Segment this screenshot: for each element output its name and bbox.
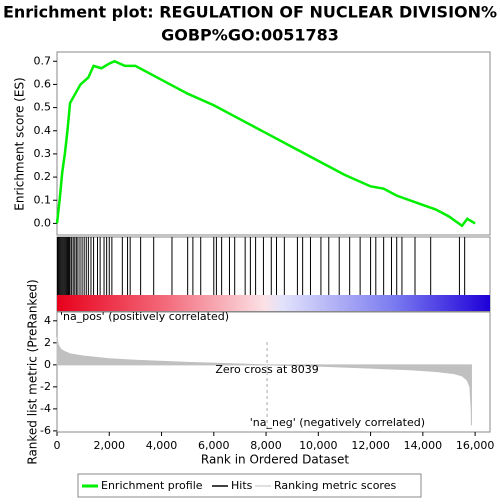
y-tick-label: 4 [44,314,51,327]
legend-label: Enrichment profile [101,479,203,492]
annotation: Zero cross at 8039 [215,363,318,376]
y-tick-label: -4 [40,402,51,415]
x-tick-label: 8,000 [250,439,282,452]
y-tick-label: 0.3 [34,147,52,160]
annotation: 'na_neg' (negatively correlated) [250,416,425,429]
x-tick-label: 16,000 [456,439,495,452]
y-tick-label: 2 [44,336,51,349]
y-tick-label: -2 [40,380,51,393]
x-tick-label: 6,000 [198,439,230,452]
title-line: GOBP%GO:0051783 [161,26,339,45]
legend-label: Ranking metric scores [274,479,396,492]
metric-area [56,337,472,426]
title-line: Enrichment plot: REGULATION OF NUCLEAR D… [3,3,497,22]
y-tick-label: -6 [40,424,51,437]
x-tick-label: 2,000 [94,439,126,452]
y-axis-label: Enrichment score (ES) [13,77,27,210]
legend-label: Hits [231,479,253,492]
x-tick-label: 4,000 [146,439,178,452]
metric-frame [56,311,491,433]
es-frame [56,51,491,236]
x-tick-label: 0 [54,439,61,452]
x-axis-label: Rank in Ordered Dataset [201,453,349,467]
x-tick-label: 14,000 [404,439,443,452]
y-tick-label: 0.6 [34,77,52,90]
y-tick-label: 0.2 [34,170,52,183]
y-tick-label: 0.0 [34,216,52,229]
annotation: 'na_pos' (positively correlated) [60,310,229,323]
x-tick-label: 10,000 [299,439,338,452]
y-tick-label: 0.5 [34,101,52,114]
enrichment-line [55,59,476,228]
y-axis-label: Ranked list metric (PreRanked) [26,279,40,464]
y-tick-label: 0.4 [34,124,52,137]
y-tick-label: 0.1 [34,193,52,206]
color-bar [57,295,490,311]
y-tick-label: 0 [44,358,51,371]
y-tick-label: 0.7 [34,54,52,67]
x-tick-label: 12,000 [351,439,390,452]
legend [77,473,422,498]
